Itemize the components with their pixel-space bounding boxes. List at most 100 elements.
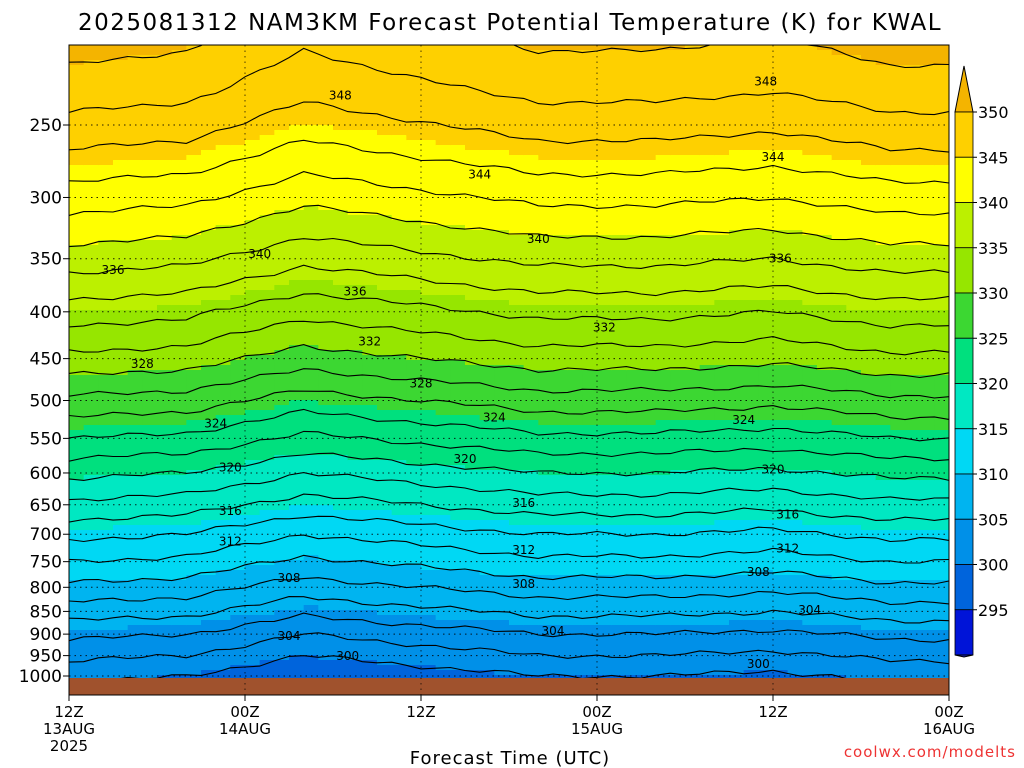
field-cell	[377, 140, 393, 146]
field-cell	[362, 95, 378, 101]
field-cell	[113, 335, 129, 341]
field-cell	[333, 280, 349, 286]
field-cell	[465, 185, 481, 191]
field-cell	[230, 520, 246, 526]
field-cell	[553, 395, 569, 401]
field-cell	[171, 50, 187, 56]
field-cell	[69, 660, 85, 666]
field-cell	[186, 155, 202, 161]
field-cell	[523, 495, 539, 501]
field-cell	[274, 360, 290, 366]
field-cell	[377, 55, 393, 61]
field-cell	[494, 210, 510, 216]
field-cell	[98, 230, 114, 236]
field-cell	[553, 90, 569, 96]
field-cell	[450, 640, 466, 646]
field-cell	[391, 375, 407, 381]
field-cell	[215, 505, 231, 511]
field-cell	[230, 660, 246, 666]
field-cell	[215, 395, 231, 401]
field-cell	[274, 230, 290, 236]
field-cell	[333, 290, 349, 296]
field-cell	[98, 500, 114, 506]
field-cell	[333, 65, 349, 71]
field-cell	[582, 505, 598, 511]
field-cell	[567, 635, 583, 641]
field-cell	[406, 225, 422, 231]
field-cell	[553, 375, 569, 381]
field-cell	[171, 285, 187, 291]
field-cell	[259, 205, 275, 211]
field-cell	[69, 400, 85, 406]
field-cell	[582, 360, 598, 366]
field-cell	[318, 315, 334, 321]
field-cell	[523, 455, 539, 461]
field-cell	[406, 300, 422, 306]
field-cell	[465, 485, 481, 491]
field-cell	[113, 60, 129, 66]
field-cell	[215, 135, 231, 141]
field-cell	[553, 305, 569, 311]
field-cell	[479, 200, 495, 206]
field-cell	[465, 530, 481, 536]
field-cell	[611, 595, 627, 601]
field-cell	[479, 550, 495, 556]
field-cell	[318, 95, 334, 101]
field-cell	[186, 95, 202, 101]
field-cell	[127, 475, 143, 481]
field-cell	[98, 195, 114, 201]
field-cell	[494, 675, 510, 681]
field-cell	[303, 235, 319, 241]
field-cell	[69, 255, 85, 261]
field-cell	[171, 320, 187, 326]
field-cell	[171, 505, 187, 511]
field-cell	[494, 130, 510, 136]
field-cell	[171, 95, 187, 101]
field-cell	[523, 490, 539, 496]
field-cell	[289, 255, 305, 261]
field-cell	[83, 595, 99, 601]
field-cell	[69, 300, 85, 306]
field-cell	[259, 635, 275, 641]
field-cell	[538, 215, 554, 221]
field-cell	[523, 540, 539, 546]
field-cell	[333, 345, 349, 351]
field-cell	[347, 665, 363, 671]
field-cell	[391, 170, 407, 176]
field-cell	[201, 150, 217, 156]
field-cell	[450, 410, 466, 416]
field-cell	[289, 360, 305, 366]
field-cell	[626, 310, 642, 316]
field-cell	[215, 110, 231, 116]
field-cell	[626, 175, 642, 181]
field-cell	[509, 445, 525, 451]
field-cell	[215, 415, 231, 421]
field-cell	[406, 380, 422, 386]
field-cell	[215, 520, 231, 526]
field-cell	[347, 465, 363, 471]
field-cell	[465, 100, 481, 106]
field-cell	[201, 175, 217, 181]
field-cell	[611, 660, 627, 666]
field-cell	[538, 350, 554, 356]
field-cell	[494, 430, 510, 436]
field-cell	[171, 240, 187, 246]
field-cell	[303, 140, 319, 146]
field-cell	[391, 50, 407, 56]
field-cell	[113, 475, 129, 481]
field-cell	[421, 260, 437, 266]
field-cell	[259, 75, 275, 81]
field-cell	[215, 105, 231, 111]
field-cell	[523, 410, 539, 416]
field-cell	[98, 645, 114, 651]
field-cell	[435, 125, 451, 131]
field-cell	[362, 100, 378, 106]
field-cell	[494, 95, 510, 101]
field-cell	[201, 460, 217, 466]
field-cell	[465, 115, 481, 121]
field-cell	[318, 200, 334, 206]
field-cell	[333, 555, 349, 561]
field-cell	[318, 655, 334, 661]
field-cell	[289, 520, 305, 526]
field-cell	[347, 90, 363, 96]
